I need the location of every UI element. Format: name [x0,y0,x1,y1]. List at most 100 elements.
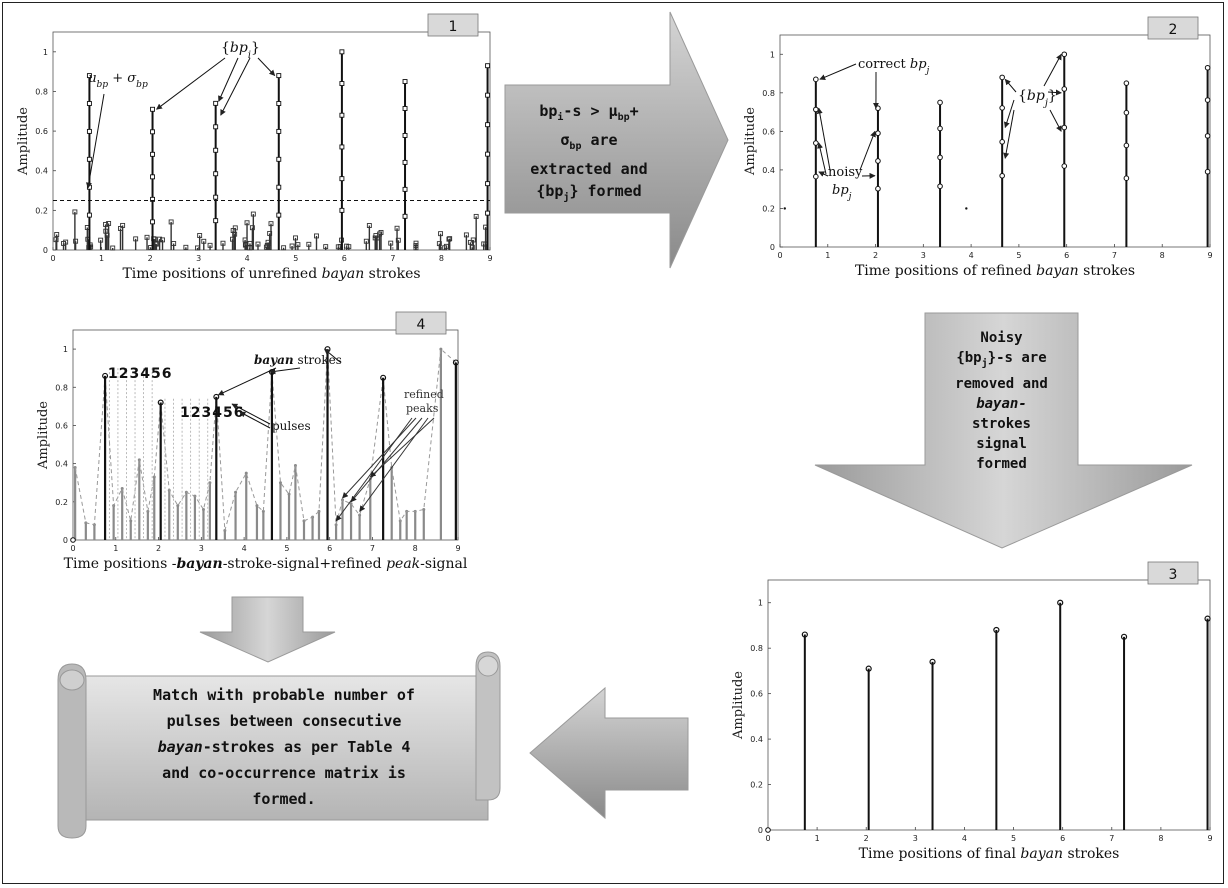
peak-marker [287,492,291,496]
annotation-arrow [156,57,226,110]
x-tick-label: 0 [777,251,782,260]
peak-marker [439,347,443,351]
annotation-arrow [1003,109,1015,159]
noise-marker [394,225,400,231]
stroke-marker [339,49,345,55]
stroke-marker [1123,142,1130,149]
y-tick-label: 1 [770,50,775,59]
stroke-marker [402,106,408,111]
stroke-marker [813,140,819,146]
y-tick-label: 0 [770,243,775,252]
peak-marker [255,504,259,508]
y-axis-label: Amplitude [36,401,51,470]
annotation-arrow [1004,78,1017,93]
y-tick-label: 0.4 [762,166,775,175]
stroke-stem-marker [102,372,109,379]
arrow-2-to-3 [814,312,1193,549]
x-tick-label: 1 [825,251,830,260]
arrow-2-3-text: Noisy {bpj}-s are removed and bayan- str… [955,330,1048,472]
stroke-marker [813,173,819,180]
stroke-marker [937,183,943,190]
noise-point [965,207,968,210]
y-axis-label: Amplitude [16,107,31,176]
stroke-marker [402,133,408,138]
stroke-marker [276,101,282,106]
stroke-marker [276,156,282,162]
x-tick-label: 9 [1207,834,1212,843]
annotation-peaks: peaks [406,402,439,415]
y-tick-label: 1 [758,599,763,608]
annotation-arrow [350,417,423,503]
noise-marker [268,221,274,227]
pulse-numbers-b: 123456 [180,405,244,421]
panel-p2-axes [779,34,1211,248]
noise-marker [157,236,163,242]
noise-marker [72,209,78,215]
noise-marker [281,245,287,251]
x-tick-label: 5 [284,544,289,553]
peak-marker [129,519,133,523]
x-axis-label: Time positions of unrefined bayan stroke… [122,266,420,282]
noise-marker [63,239,69,245]
panel-number-box [395,311,447,335]
noise-marker [470,237,476,243]
panel-number: 4 [417,317,426,333]
y-tick-label: 0.4 [750,735,763,744]
stroke-marker [402,159,408,165]
peak-marker [261,509,265,513]
peak-marker [293,464,297,468]
stroke-marker [213,124,219,130]
noise-marker [207,242,213,248]
stroke-marker [1061,124,1068,131]
stroke-marker [213,194,219,200]
noise-marker [374,235,380,241]
noise-marker [438,231,444,237]
x-tick-label: 4 [969,251,974,260]
stroke-marker [276,212,282,218]
noise-point [783,207,786,210]
panel-number: 1 [449,19,458,35]
noise-marker [244,220,250,226]
y-tick-label: 0.2 [750,781,763,790]
stroke-marker [213,100,219,106]
noise-marker [73,238,79,244]
panel-number-box [1147,561,1199,585]
x-tick-label: 4 [242,544,247,553]
panel-p4-axes [72,329,459,541]
stroke-marker [937,125,943,132]
stroke-marker [150,129,155,135]
peak-marker [278,481,282,485]
stroke-marker [485,151,491,157]
stroke-stem-marker [993,626,1000,634]
pulse-numbers-a: 123456 [108,366,172,382]
noise-marker [201,238,207,244]
noise-marker [133,236,139,242]
annotation-arrow [220,57,251,116]
annotation-arrow [218,57,239,102]
noise-marker [395,237,401,243]
annotation-arrow [342,417,417,499]
peak-marker [208,481,212,485]
y-axis-label: Amplitude [731,671,746,740]
annotation-arrow [239,411,271,429]
x-tick-label: 6 [1064,251,1069,260]
noise-marker [335,244,341,250]
x-tick-label: 3 [921,251,926,260]
x-tick-label: 9 [455,544,460,553]
stroke-marker [213,171,219,177]
peak-marker [244,471,248,475]
x-tick-label: 7 [370,544,375,553]
noise-marker [265,239,271,245]
stroke-marker [213,147,219,153]
stroke-marker [1061,163,1068,169]
y-tick-label: 0.2 [762,204,775,213]
panel-number: 3 [1169,567,1178,583]
annotation-bayan-strokes: bayan strokes [254,353,342,367]
x-tick-label: 5 [293,254,298,263]
annotation-arrow [817,142,827,175]
noise-marker [106,220,112,226]
noise-marker [366,223,372,228]
annotation-refined: refined [404,388,444,401]
stroke-stem-marker [1204,615,1211,622]
